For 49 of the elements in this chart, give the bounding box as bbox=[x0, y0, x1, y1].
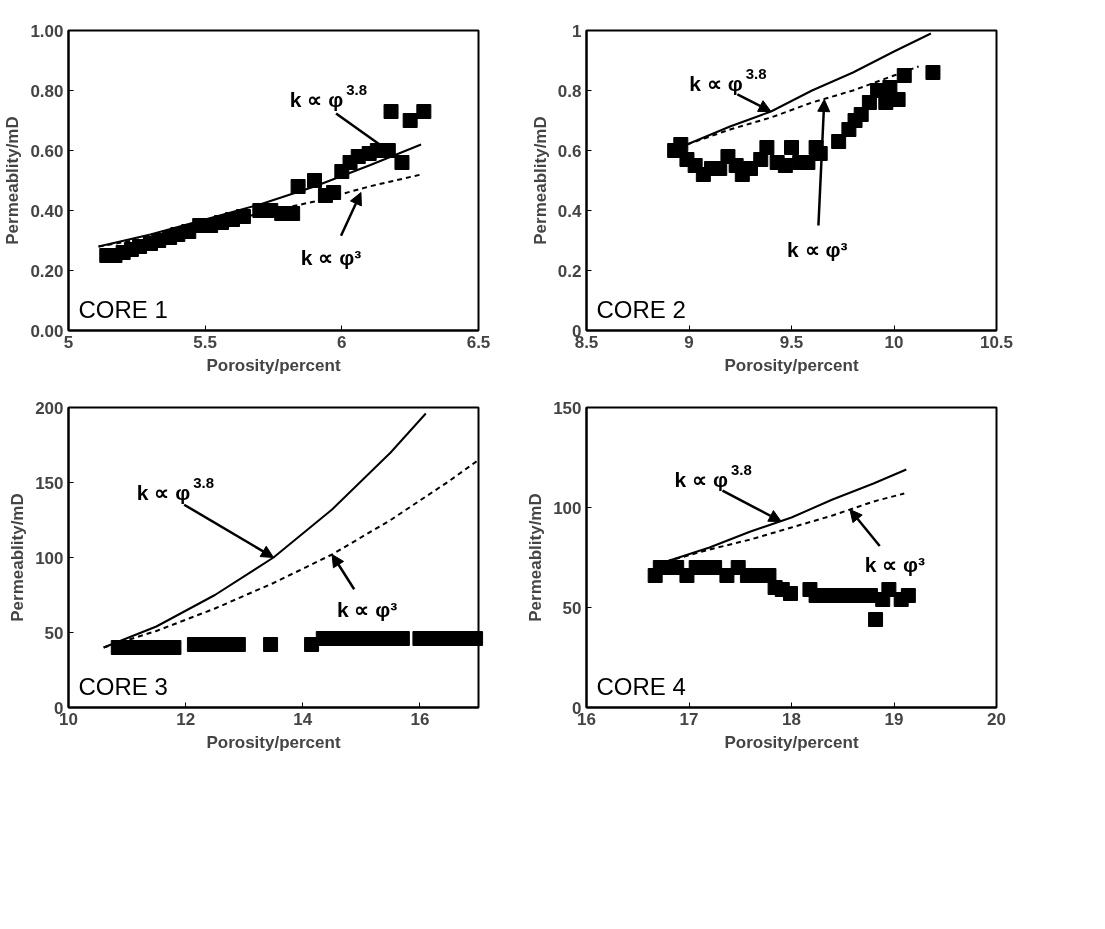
y-tick-label: 0.4 bbox=[557, 201, 583, 221]
x-tick-label: 16 bbox=[410, 709, 430, 729]
x-tick-label: 9.5 bbox=[779, 332, 804, 352]
x-axis-title: Porosity/percent bbox=[724, 732, 859, 752]
y-tick-label: 0.60 bbox=[30, 141, 64, 161]
x-tick-label: 20 bbox=[987, 709, 1006, 729]
y-tick-label: 0.00 bbox=[30, 321, 64, 341]
x-axis-title: Porosity/percent bbox=[206, 732, 341, 752]
y-axis-title: Permeablity/mD bbox=[8, 493, 28, 622]
y-tick-label: 50 bbox=[44, 623, 64, 643]
y-tick-label: 1 bbox=[572, 21, 582, 41]
y-tick-label: 0.20 bbox=[30, 261, 64, 281]
y-tick-label: 150 bbox=[553, 398, 582, 418]
y-tick-label: 100 bbox=[553, 498, 582, 518]
y-axis-title: Permeablity/mD bbox=[3, 116, 23, 245]
y-tick-label: 200 bbox=[35, 398, 64, 418]
y-tick-label: 1.00 bbox=[30, 21, 64, 41]
y-tick-label: 150 bbox=[35, 473, 64, 493]
y-tick-label: 50 bbox=[562, 598, 582, 618]
annotation: k ∝ φ³ bbox=[787, 238, 848, 261]
x-axis-title: Porosity/percent bbox=[724, 355, 859, 375]
annotation: k ∝ φ³ bbox=[864, 553, 926, 576]
y-tick-label: 0.2 bbox=[557, 261, 582, 281]
x-tick-label: 9 bbox=[684, 332, 694, 352]
x-tick-label: 14 bbox=[293, 709, 313, 729]
y-tick-label: 0.40 bbox=[30, 201, 64, 221]
x-axis-title: Porosity/percent bbox=[206, 355, 341, 375]
x-tick-label: 12 bbox=[176, 709, 196, 729]
annotation: CORE 4 bbox=[596, 672, 686, 700]
annotation: k ∝ φ³ bbox=[300, 246, 362, 269]
x-tick-label: 17 bbox=[679, 709, 699, 729]
annotation: CORE 1 bbox=[78, 295, 168, 323]
annotation: k ∝ φ³ bbox=[336, 598, 398, 621]
annotation: CORE 3 bbox=[78, 672, 168, 700]
x-tick-label: 10 bbox=[884, 332, 904, 352]
y-tick-label: 100 bbox=[35, 548, 64, 568]
x-tick-label: 18 bbox=[782, 709, 801, 729]
x-tick-label: 19 bbox=[884, 709, 904, 729]
x-tick-label: 5.5 bbox=[193, 332, 217, 352]
y-axis-title: Permeablity/mD bbox=[530, 116, 550, 245]
y-tick-label: 0.80 bbox=[30, 81, 64, 101]
x-tick-label: 10.5 bbox=[979, 332, 1014, 352]
x-tick-label: 5 bbox=[63, 332, 74, 352]
y-axis-title: Permeablity/mD bbox=[526, 493, 546, 622]
annotation: CORE 2 bbox=[596, 295, 686, 323]
x-tick-label: 6 bbox=[337, 332, 347, 352]
y-tick-label: 0.6 bbox=[557, 141, 582, 161]
y-tick-label: 0.8 bbox=[557, 81, 582, 101]
x-tick-label: 6.5 bbox=[466, 332, 491, 352]
